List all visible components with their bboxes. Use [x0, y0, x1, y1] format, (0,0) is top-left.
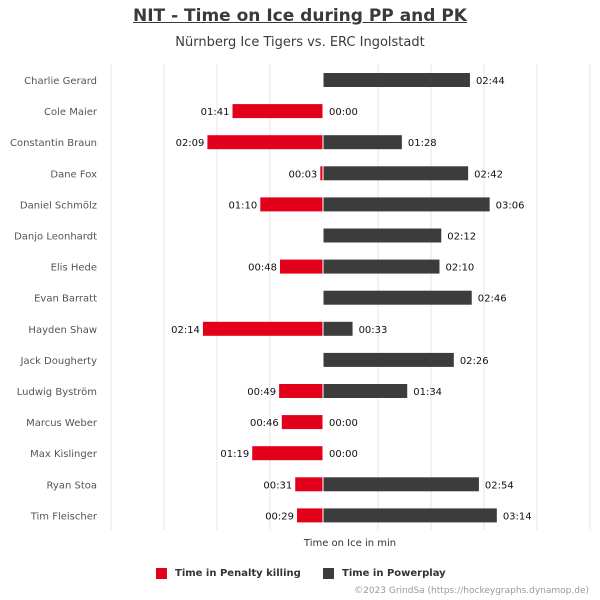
pp-value-label-hayden-shaw: 00:33	[359, 325, 388, 336]
pp-bar-ryan-stoa	[323, 477, 479, 492]
pk-bar-marcus-weber	[281, 415, 323, 430]
pk-bar-cole-maier	[232, 104, 323, 119]
pp-value-label-jack-dougherty: 02:26	[460, 356, 489, 367]
category-label-elis-hede: Elis Hede	[51, 263, 97, 274]
pp-value-label-ryan-stoa: 02:54	[485, 480, 514, 491]
category-label-constantin-braun: Constantin Braun	[10, 138, 97, 149]
pp-value-label-ludwig-bystr-m: 01:34	[413, 387, 442, 398]
pp-value-label-dane-fox: 02:42	[474, 169, 503, 180]
category-label-ludwig-bystr-m: Ludwig Byström	[17, 387, 97, 398]
pk-bar-daniel-schm-lz	[260, 197, 323, 212]
pk-value-label-hayden-shaw: 02:14	[171, 325, 200, 336]
pp-value-label-elis-hede: 02:10	[445, 263, 474, 274]
pk-bar-elis-hede	[279, 259, 323, 274]
pk-bar-max-kislinger	[252, 446, 323, 461]
legend-swatch-pp	[323, 568, 334, 579]
pp-bar-constantin-braun	[323, 135, 402, 150]
pp-value-label-cole-maier: 00:00	[329, 107, 358, 118]
category-label-charlie-gerard: Charlie Gerard	[24, 76, 97, 87]
x-axis-label: Time on Ice in min	[303, 538, 396, 549]
pp-bar-hayden-shaw	[323, 321, 353, 336]
pp-value-label-charlie-gerard: 02:44	[476, 76, 505, 87]
pp-bar-jack-dougherty	[323, 352, 454, 367]
pp-value-label-constantin-braun: 01:28	[408, 138, 437, 149]
chart-subtitle: Nürnberg Ice Tigers vs. ERC Ingolstadt	[175, 35, 425, 50]
pp-bar-charlie-gerard	[323, 73, 470, 87]
pk-value-label-cole-maier: 01:41	[201, 107, 230, 118]
legend-swatch-pk	[156, 568, 167, 579]
legend-label-pk: Time in Penalty killing	[175, 568, 301, 579]
category-label-hayden-shaw: Hayden Shaw	[28, 325, 97, 336]
category-label-evan-barratt: Evan Barratt	[34, 294, 97, 305]
pk-value-label-ludwig-bystr-m: 00:49	[247, 387, 276, 398]
pk-value-label-constantin-braun: 02:09	[176, 138, 205, 149]
category-label-tim-fleischer: Tim Fleischer	[30, 511, 98, 522]
pp-bar-danjo-leonhardt	[323, 228, 442, 243]
chart-title: NIT - Time on Ice during PP and PK	[133, 6, 467, 26]
category-label-ryan-stoa: Ryan Stoa	[47, 480, 97, 491]
category-label-max-kislinger: Max Kislinger	[30, 449, 98, 460]
toi-bar-chart: Charlie Gerard 02:44 Cole Maier 01:41 00:00 C…	[10, 64, 591, 549]
legend-item-pk: Time in Penalty killing	[156, 568, 301, 579]
legend-item-pp: Time in Powerplay	[323, 568, 446, 579]
category-label-danjo-leonhardt: Danjo Leonhardt	[14, 232, 97, 243]
pp-value-label-daniel-schm-lz: 03:06	[496, 200, 525, 211]
category-label-jack-dougherty: Jack Dougherty	[20, 356, 98, 367]
pp-bar-tim-fleischer	[323, 508, 497, 523]
pk-value-label-daniel-schm-lz: 01:10	[228, 200, 257, 211]
pk-value-label-elis-hede: 00:48	[248, 263, 277, 274]
pp-bar-dane-fox	[323, 166, 469, 181]
pk-value-label-max-kislinger: 01:19	[220, 449, 249, 460]
pk-bar-constantin-braun	[207, 135, 323, 150]
pk-value-label-tim-fleischer: 00:29	[265, 511, 294, 522]
pk-bar-ludwig-bystr-m	[279, 384, 323, 398]
category-label-dane-fox: Dane Fox	[50, 169, 97, 180]
pp-bar-ludwig-bystr-m	[323, 384, 408, 398]
pp-value-label-tim-fleischer: 03:14	[503, 511, 532, 522]
pk-value-label-dane-fox: 00:03	[288, 169, 317, 180]
pk-bar-ryan-stoa	[295, 477, 323, 492]
pk-value-label-ryan-stoa: 00:31	[263, 480, 292, 491]
pp-bar-evan-barratt	[323, 290, 472, 305]
pp-bar-elis-hede	[323, 259, 440, 274]
pk-bar-hayden-shaw	[202, 321, 323, 336]
category-label-daniel-schm-lz: Daniel Schmölz	[20, 200, 97, 211]
credit-text: ©2023 GrindSa (https://hockeygraphs.dyna…	[354, 586, 589, 596]
pk-bar-tim-fleischer	[297, 508, 323, 523]
pp-value-label-evan-barratt: 02:46	[478, 294, 507, 305]
pp-value-label-marcus-weber: 00:00	[329, 418, 358, 429]
category-label-cole-maier: Cole Maier	[44, 107, 98, 118]
pp-bar-daniel-schm-lz	[323, 197, 490, 212]
pp-value-label-max-kislinger: 00:00	[329, 449, 358, 460]
pk-bar-dane-fox	[320, 166, 323, 181]
pk-value-label-marcus-weber: 00:46	[250, 418, 279, 429]
legend-label-pp: Time in Powerplay	[342, 568, 446, 579]
category-label-marcus-weber: Marcus Weber	[26, 418, 98, 429]
pp-value-label-danjo-leonhardt: 02:12	[447, 232, 476, 243]
